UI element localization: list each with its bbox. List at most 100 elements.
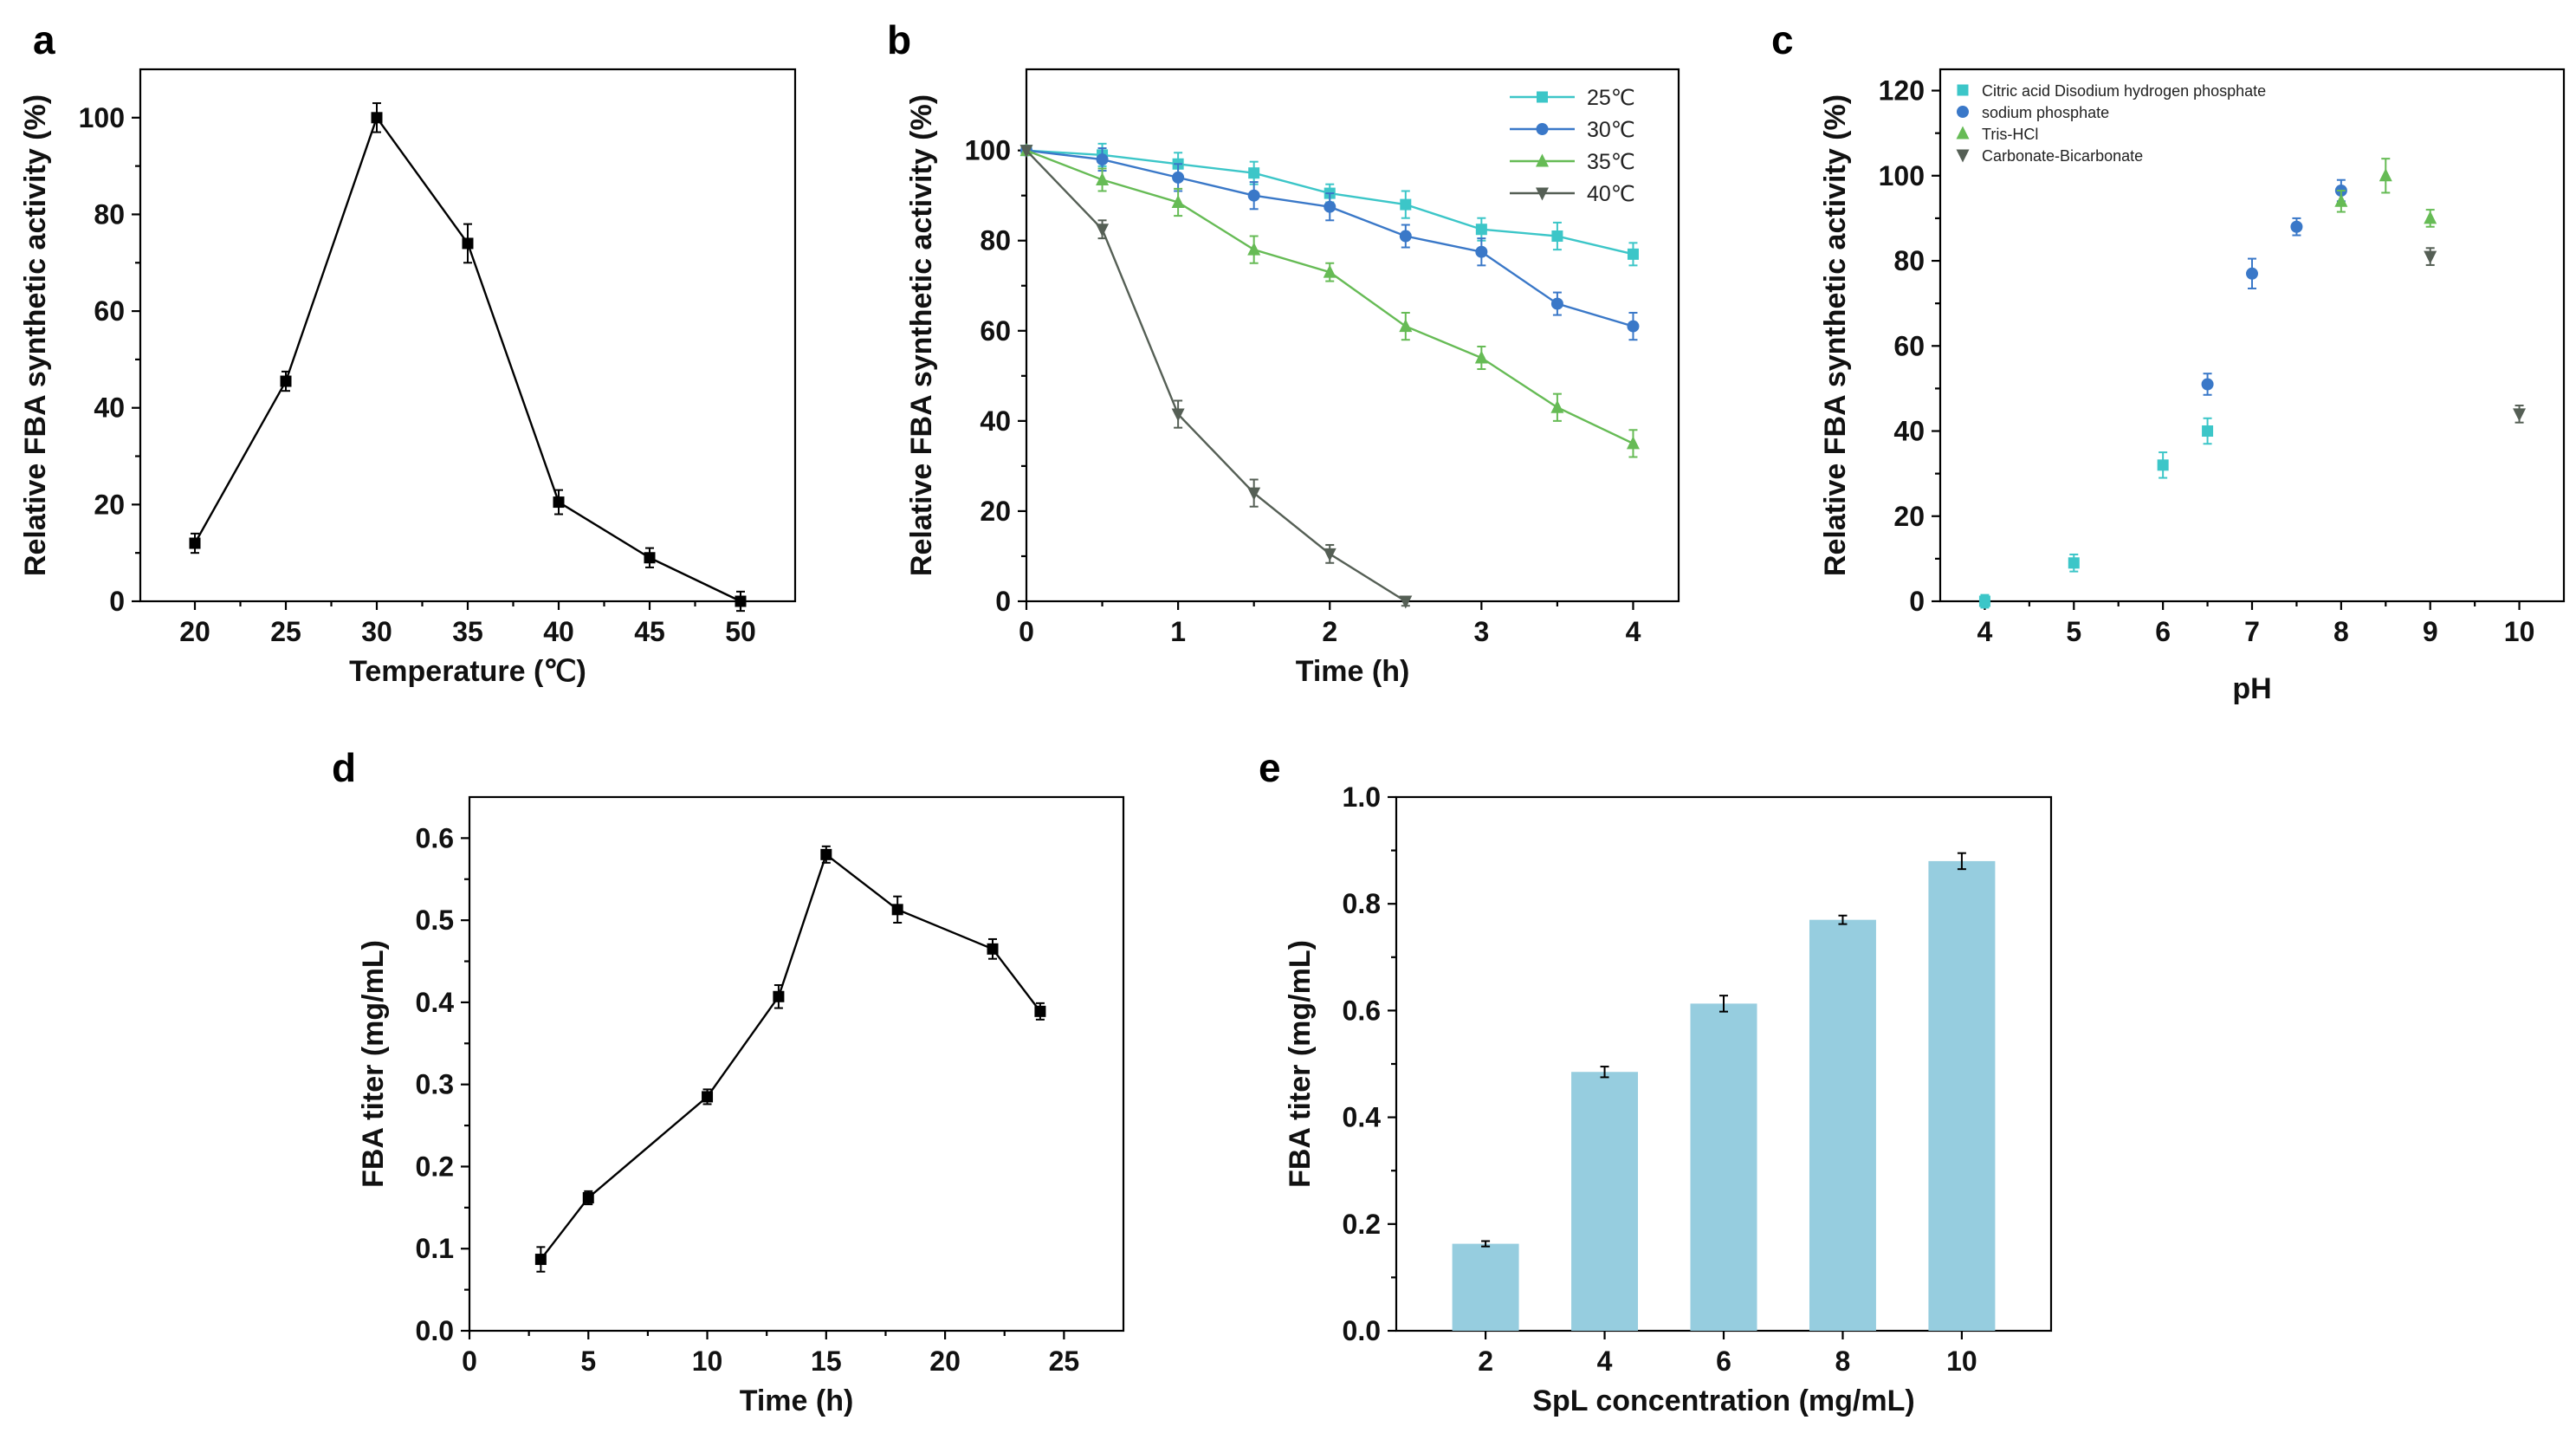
x-axis-label: Time (h)	[740, 1384, 854, 1417]
data-point	[1247, 242, 1261, 256]
y-tick-label: 20	[980, 496, 1011, 527]
data-point	[1399, 230, 1412, 243]
y-axis-label: FBA titer (mg/mL)	[1284, 940, 1317, 1188]
data-point	[820, 848, 832, 860]
y-tick-label: 40	[1893, 416, 1925, 447]
legend-label: sodium phosphate	[1982, 104, 2109, 121]
panel-d: d 0.0 0.1 0.2 0.3 0.4 0.5 0.6 0 5 10 15 20 25 Time (h)…	[332, 745, 1125, 1417]
data-point	[773, 990, 785, 1002]
y-tick-label: 0	[995, 586, 1011, 617]
panel-a: a 0 20 40 60 80 100 20 25 30 35 40 45 50 Temperature (…	[19, 17, 797, 688]
series-line	[193, 115, 741, 603]
y-axis-label: Relative FBA synthetic activity (%)	[19, 94, 52, 576]
data-point	[462, 237, 474, 250]
bar-error-bar	[1600, 1066, 1609, 1079]
y-tick-label: 0.2	[1343, 1209, 1381, 1240]
y-tick-label: 60	[1893, 330, 1925, 361]
bar-error-bar	[1719, 995, 1728, 1013]
bar-10	[1928, 860, 1996, 1331]
y-tick-label: 40	[94, 392, 125, 424]
y-tick-label: 100	[965, 135, 1011, 166]
x-tick-label: 35	[452, 616, 483, 647]
y-tick-label: 80	[1893, 245, 1925, 276]
data-point	[2424, 250, 2437, 264]
panel-letter: d	[332, 745, 356, 790]
x-tick-label: 10	[692, 1345, 723, 1377]
panel-letter: e	[1259, 745, 1281, 790]
data-point	[735, 595, 747, 607]
data-point	[2068, 557, 2080, 569]
x-tick-label: 20	[929, 1345, 961, 1377]
data-point	[1096, 153, 1109, 166]
legend-marker	[1536, 153, 1549, 167]
x-tick-label: 20	[179, 616, 210, 647]
x-tick-label: 2	[1322, 616, 1337, 647]
legend-marker	[1537, 91, 1548, 103]
y-tick-label: 0.3	[416, 1069, 454, 1100]
x-axis-label: Time (h)	[1296, 655, 1410, 688]
data-point	[2334, 193, 2348, 207]
data-point	[553, 496, 565, 509]
legend-label: Citric acid Disodium hydrogen phosphate	[1982, 82, 2266, 100]
y-tick-label: 120	[1879, 75, 1925, 107]
y-tick-label: 0.6	[416, 822, 454, 853]
series-titer	[534, 845, 1046, 1273]
data-point	[1400, 198, 1412, 211]
data-point	[1474, 350, 1488, 364]
x-tick-label: 4	[1597, 1345, 1613, 1377]
y-tick-label: 20	[1893, 501, 1925, 532]
bar-error-bar	[1838, 914, 1848, 925]
y-axis-label: Relative FBA synthetic activity (%)	[905, 94, 938, 576]
data-point	[1096, 172, 1110, 185]
panel-c: c 0 20 40 60 80 100 120 4 5 6 7 8 9 10 pH Relative FBA s…	[1771, 17, 2566, 705]
x-tick-label: 8	[1835, 1345, 1851, 1377]
data-point	[2202, 425, 2214, 438]
data-point	[987, 943, 999, 955]
data-point	[1247, 487, 1261, 501]
y-tick-label: 60	[980, 315, 1011, 347]
data-point	[1550, 399, 1564, 413]
y-tick-label: 0.1	[416, 1233, 454, 1264]
y-tick-label: 0.4	[416, 987, 455, 1018]
data-point	[1399, 595, 1413, 609]
data-point	[189, 537, 201, 549]
axes-frame	[468, 795, 1125, 1333]
x-tick-label: 6	[2155, 616, 2171, 647]
x-tick-label: 8	[2333, 616, 2349, 647]
x-tick-label: 45	[634, 616, 665, 647]
panel-e: e 0.0 0.2 0.4 0.6 0.8 1.0 2 4 6 8 10 SpL concentrati…	[1259, 745, 2053, 1417]
y-tick-label: 0.6	[1343, 995, 1381, 1026]
legend-label: 25℃	[1587, 86, 1635, 110]
data-point	[1627, 320, 1640, 333]
data-point	[1399, 319, 1413, 333]
data-point	[534, 1254, 547, 1266]
y-tick-label: 0	[109, 586, 125, 617]
data-point	[644, 552, 656, 564]
data-point	[2290, 220, 2303, 233]
x-tick-label: 0	[462, 1345, 477, 1377]
x-tick-label: 5	[580, 1345, 596, 1377]
y-tick-label: 0.4	[1343, 1102, 1382, 1133]
y-tick-label: 0.5	[416, 905, 454, 936]
data-point	[1096, 224, 1110, 237]
x-tick-label: 4	[1626, 616, 1641, 647]
y-tick-label: 0	[1909, 586, 1925, 617]
y-axis-label: Relative FBA synthetic activity (%)	[1819, 94, 1852, 576]
y-axis-label: FBA titer (mg/mL)	[357, 940, 390, 1188]
y-tick-label: 1.0	[1343, 781, 1381, 813]
data-point	[1248, 167, 1260, 179]
x-tick-label: 3	[1473, 616, 1489, 647]
axes-frame	[139, 68, 797, 603]
y-tick-label: 100	[1879, 160, 1925, 191]
data-point	[1171, 195, 1185, 208]
data-point	[1019, 145, 1033, 159]
data-point	[2201, 378, 2214, 391]
data-point	[1551, 230, 1563, 243]
legend-label: 40℃	[1587, 182, 1635, 206]
data-point	[2424, 211, 2437, 224]
series-Tris-HCl	[2334, 158, 2437, 228]
legend: 25℃ 30℃ 35℃ 40℃	[1510, 86, 1635, 206]
legend-marker	[1536, 187, 1549, 201]
data-point	[280, 375, 292, 387]
data-point	[371, 112, 383, 124]
